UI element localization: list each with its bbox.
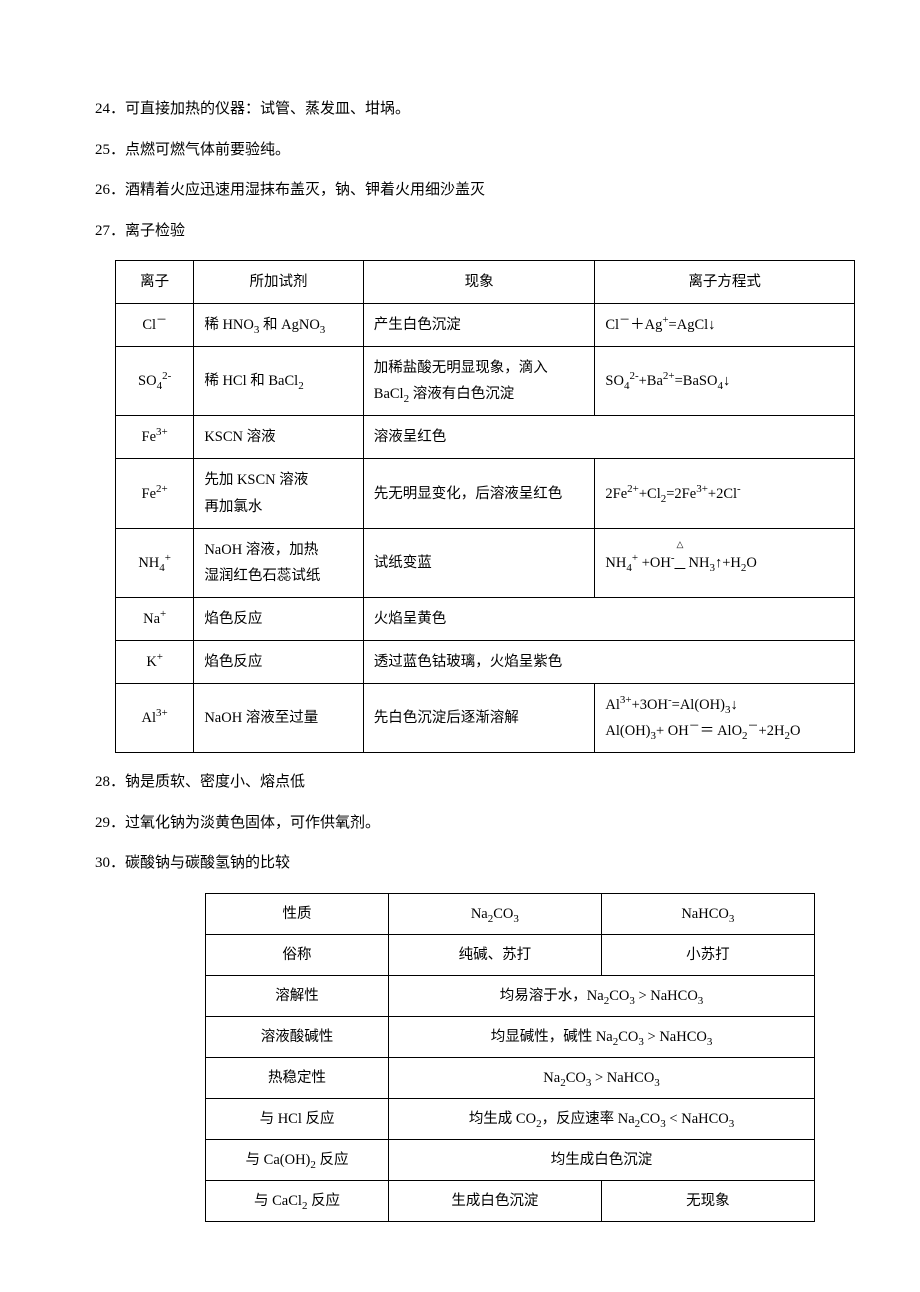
cell-ion: SO42- [116, 347, 194, 416]
cell-value: Na2CO3 > NaHCO3 [389, 1058, 815, 1099]
cell-value: 均生成白色沉淀 [389, 1140, 815, 1181]
table-header-row: 离子 所加试剂 现象 离子方程式 [116, 261, 855, 304]
item-30: 30．碳酸钠与碳酸氢钠的比较 [95, 852, 840, 875]
cell-phenomenon: 火焰呈黄色 [363, 597, 854, 640]
cell-property: 热稳定性 [206, 1058, 389, 1099]
cell-value: 均显碱性，碱性 Na2CO3 > NaHCO3 [389, 1017, 815, 1058]
header-equation: 离子方程式 [595, 261, 855, 304]
header-phenomenon: 现象 [363, 261, 595, 304]
item-26: 26．酒精着火应迅速用湿抹布盖灭，钠、钾着火用细沙盖灭 [95, 179, 840, 202]
item-25: 25．点燃可燃气体前要验纯。 [95, 139, 840, 162]
cell-equation: 2Fe2++Cl2=2Fe3++2Cl- [595, 459, 855, 528]
table-row: SO42- 稀 HCl 和 BaCl2 加稀盐酸无明显现象，滴入BaCl2 溶液… [116, 347, 855, 416]
cell-equation: Cl－＋Ag+=AgCl↓ [595, 304, 855, 347]
cell-ion: Al3+ [116, 684, 194, 753]
item-29: 29．过氧化钠为淡黄色固体，可作供氧剂。 [95, 812, 840, 835]
cell-property: 与 Ca(OH)2 反应 [206, 1140, 389, 1181]
table-row: NH4+ NaOH 溶液，加热湿润红色石蕊试纸 试纸变蓝 NH4+ +OH- N… [116, 528, 855, 597]
cell-reagent: 先加 KSCN 溶液再加氯水 [194, 459, 363, 528]
table-row: 溶解性 均易溶于水，Na2CO3 > NaHCO3 [206, 975, 815, 1016]
cell-value: 小苏打 [601, 934, 814, 975]
table-row: 热稳定性 Na2CO3 > NaHCO3 [206, 1058, 815, 1099]
table-row: 与 HCl 反应 均生成 CO2，反应速率 Na2CO3 < NaHCO3 [206, 1099, 815, 1140]
table-row: Na+ 焰色反应 火焰呈黄色 [116, 597, 855, 640]
cell-ion: Fe2+ [116, 459, 194, 528]
cell-phenomenon: 试纸变蓝 [363, 528, 595, 597]
cell-phenomenon: 先无明显变化，后溶液呈红色 [363, 459, 595, 528]
cell-property: 俗称 [206, 934, 389, 975]
cell-phenomenon: 透过蓝色钴玻璃，火焰呈紫色 [363, 640, 854, 683]
cell-value: 均生成 CO2，反应速率 Na2CO3 < NaHCO3 [389, 1099, 815, 1140]
table-row: K+ 焰色反应 透过蓝色钴玻璃，火焰呈紫色 [116, 640, 855, 683]
header-na2co3: Na2CO3 [389, 893, 602, 934]
cell-phenomenon: 溶液呈红色 [363, 416, 854, 459]
cell-ion: Na+ [116, 597, 194, 640]
cell-property: 与 HCl 反应 [206, 1099, 389, 1140]
cell-reagent: 稀 HCl 和 BaCl2 [194, 347, 363, 416]
ion-test-table: 离子 所加试剂 现象 离子方程式 Cl－ 稀 HNO3 和 AgNO3 产生白色… [115, 260, 855, 753]
cell-reagent: 稀 HNO3 和 AgNO3 [194, 304, 363, 347]
header-property: 性质 [206, 893, 389, 934]
table-row: 与 CaCl2 反应 生成白色沉淀 无现象 [206, 1181, 815, 1222]
carbonate-compare-table: 性质 Na2CO3 NaHCO3 俗称 纯碱、苏打 小苏打 溶解性 均易溶于水，… [205, 893, 815, 1223]
table-row: Fe2+ 先加 KSCN 溶液再加氯水 先无明显变化，后溶液呈红色 2Fe2++… [116, 459, 855, 528]
document-page: 24．可直接加热的仪器：试管、蒸发皿、坩埚。 25．点燃可燃气体前要验纯。 26… [0, 0, 920, 1292]
cell-value: 生成白色沉淀 [389, 1181, 602, 1222]
item-28: 28．钠是质软、密度小、熔点低 [95, 771, 840, 794]
cell-ion: Fe3+ [116, 416, 194, 459]
cell-phenomenon: 产生白色沉淀 [363, 304, 595, 347]
table-row: Cl－ 稀 HNO3 和 AgNO3 产生白色沉淀 Cl－＋Ag+=AgCl↓ [116, 304, 855, 347]
cell-ion: K+ [116, 640, 194, 683]
cell-equation: NH4+ +OH- NH3↑+H2O [595, 528, 855, 597]
cell-reagent: NaOH 溶液至过量 [194, 684, 363, 753]
cell-value: 无现象 [601, 1181, 814, 1222]
cell-reagent: 焰色反应 [194, 597, 363, 640]
item-27: 27．离子检验 [95, 220, 840, 243]
table-header-row: 性质 Na2CO3 NaHCO3 [206, 893, 815, 934]
cell-property: 溶解性 [206, 975, 389, 1016]
table-row: 溶液酸碱性 均显碱性，碱性 Na2CO3 > NaHCO3 [206, 1017, 815, 1058]
header-ion: 离子 [116, 261, 194, 304]
cell-reagent: NaOH 溶液，加热湿润红色石蕊试纸 [194, 528, 363, 597]
table-row: Al3+ NaOH 溶液至过量 先白色沉淀后逐渐溶解 Al3++3OH-=Al(… [116, 684, 855, 753]
cell-ion: Cl－ [116, 304, 194, 347]
table-row: 俗称 纯碱、苏打 小苏打 [206, 934, 815, 975]
cell-equation: Al3++3OH-=Al(OH)3↓Al(OH)3+ OH－＝ AlO2－+2H… [595, 684, 855, 753]
table-row: Fe3+ KSCN 溶液 溶液呈红色 [116, 416, 855, 459]
cell-value: 均易溶于水，Na2CO3 > NaHCO3 [389, 975, 815, 1016]
cell-property: 与 CaCl2 反应 [206, 1181, 389, 1222]
item-24: 24．可直接加热的仪器：试管、蒸发皿、坩埚。 [95, 98, 840, 121]
cell-phenomenon: 先白色沉淀后逐渐溶解 [363, 684, 595, 753]
cell-phenomenon: 加稀盐酸无明显现象，滴入BaCl2 溶液有白色沉淀 [363, 347, 595, 416]
table-row: 与 Ca(OH)2 反应 均生成白色沉淀 [206, 1140, 815, 1181]
cell-value: 纯碱、苏打 [389, 934, 602, 975]
cell-ion: NH4+ [116, 528, 194, 597]
cell-reagent: 焰色反应 [194, 640, 363, 683]
header-reagent: 所加试剂 [194, 261, 363, 304]
cell-reagent: KSCN 溶液 [194, 416, 363, 459]
header-nahco3: NaHCO3 [601, 893, 814, 934]
cell-equation: SO42-+Ba2+=BaSO4↓ [595, 347, 855, 416]
cell-property: 溶液酸碱性 [206, 1017, 389, 1058]
